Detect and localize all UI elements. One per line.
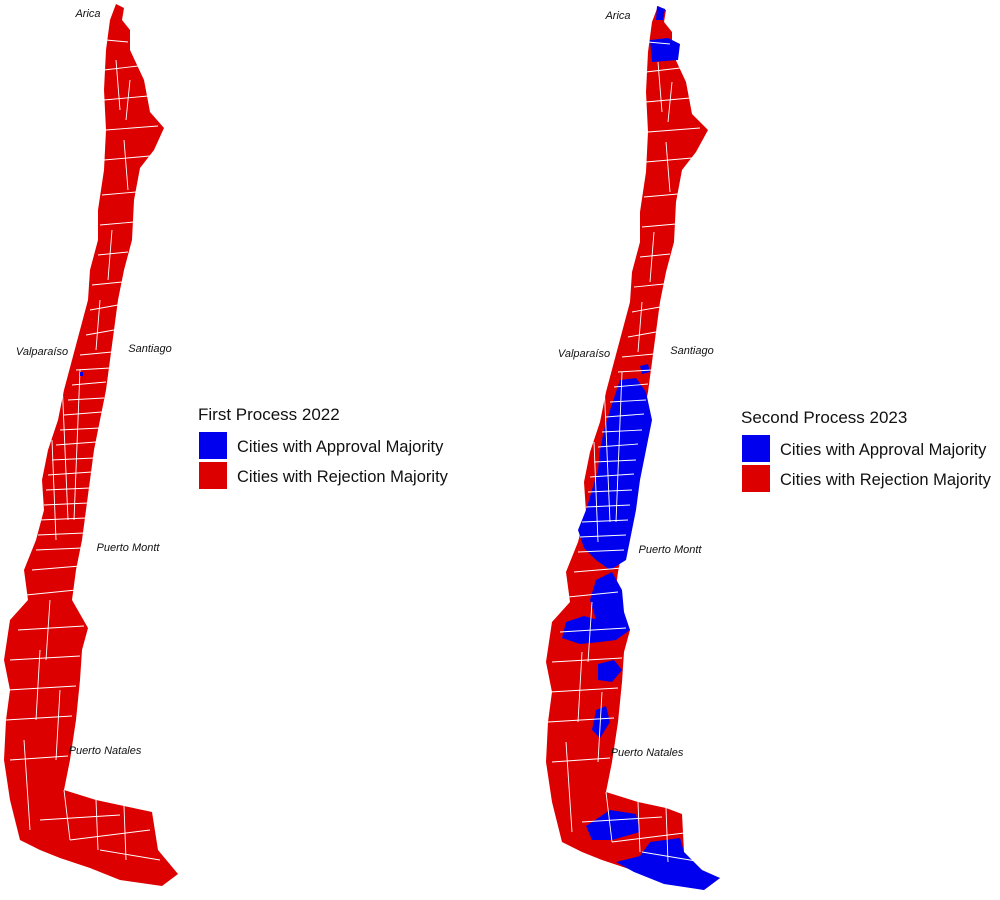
approval-region-arica [656,6,665,20]
commune-boundaries-first [5,39,161,861]
legend-first: First Process 2022 Cities with Approval … [198,405,449,489]
city-label-santiago: Santiago [670,345,713,357]
city-label-puerto-natales: Puerto Natales [69,745,142,757]
approval-region-magallanes-2 [616,838,720,890]
city-label-arica: Arica [74,8,100,20]
city-label-puerto-montt: Puerto Montt [639,544,703,556]
legend-label-rejection: Cities with Rejection Majority [237,468,449,486]
legend-label-rejection: Cities with Rejection Majority [780,471,992,489]
approval-region-magallanes-1 [586,810,640,840]
legend-label-approval: Cities with Approval Majority [237,438,444,456]
city-label-arica: Arica [604,10,630,22]
approval-region-putre [650,38,680,62]
legend-second: Second Process 2023 Cities with Approval… [741,408,992,492]
approval-region-santiago-spot [640,364,650,374]
approval-region-lakes [590,572,630,642]
city-label-puerto-montt: Puerto Montt [97,542,161,554]
legend-swatch-approval [199,432,227,459]
approval-region-aysen-1 [598,660,622,682]
approval-region-central-south [578,378,652,570]
city-label-santiago: Santiago [128,343,171,355]
commune-boundaries-second [547,41,703,863]
legend-swatch-rejection [742,465,770,492]
approval-region-aysen-2 [592,706,610,738]
approval-regions-second [562,6,720,890]
city-label-valparaiso: Valparaíso [558,348,610,360]
legend-swatch-approval [742,435,770,462]
map-first-process: Arica Valparaíso Santiago Puerto Montt P… [4,4,449,886]
chile-outline-first [4,4,178,886]
city-label-puerto-natales: Puerto Natales [611,747,684,759]
city-label-valparaiso: Valparaíso [16,346,68,358]
legend-title: First Process 2022 [198,405,340,424]
approval-speck-first [80,372,83,376]
legend-label-approval: Cities with Approval Majority [780,441,987,459]
map-second-process: Arica Valparaíso Santiago Puerto Montt P… [546,6,992,890]
legend-swatch-rejection [199,462,227,489]
legend-title: Second Process 2023 [741,408,907,427]
